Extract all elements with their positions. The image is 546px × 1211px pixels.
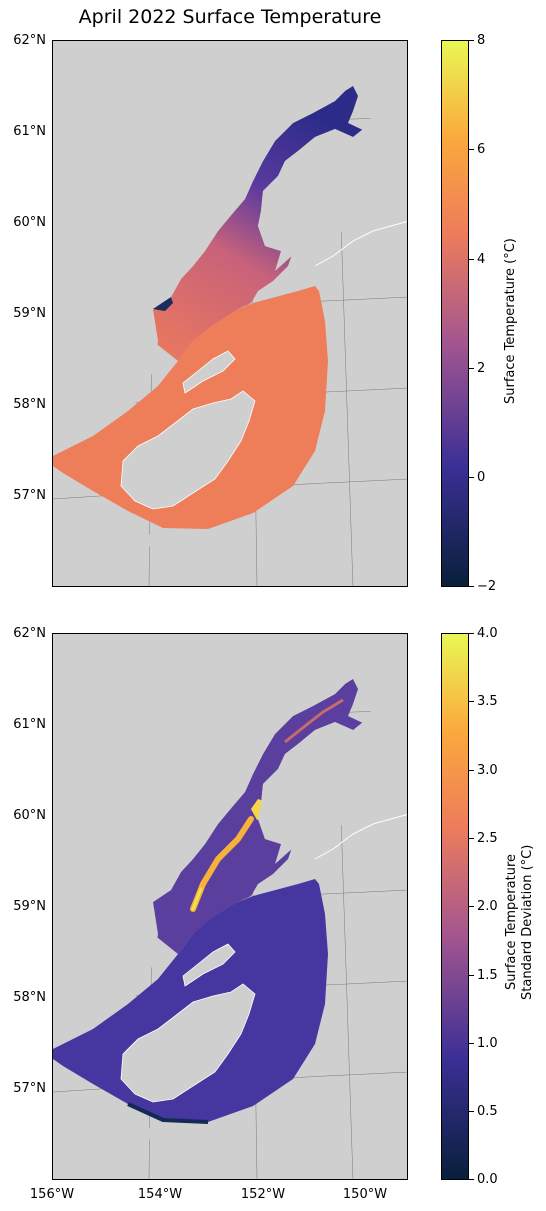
lat-label: 61°N xyxy=(13,124,46,139)
low-std-edge xyxy=(127,1102,209,1124)
ocean-field xyxy=(53,286,328,529)
cook-inlet-field xyxy=(150,86,378,361)
colorbar-label: Surface Temperature (°C) xyxy=(503,238,518,404)
std-colorbar xyxy=(441,633,469,1180)
ocean-field xyxy=(53,879,328,1122)
lon-label: 154°W xyxy=(137,1187,183,1202)
afognak-island xyxy=(182,943,236,987)
colorbar-tick-label: 0 xyxy=(477,470,486,485)
trinity-island xyxy=(113,1126,161,1144)
lat-label: 58°N xyxy=(13,397,46,412)
lon-label: 156°W xyxy=(29,1187,75,1202)
kenai-land xyxy=(258,634,407,864)
temperature-map xyxy=(52,40,408,587)
colorbar-tick-label: 4 xyxy=(477,252,486,267)
kodiak-island xyxy=(120,983,256,1103)
high-std-streak xyxy=(191,887,203,911)
colorbar-tick-label: 2.5 xyxy=(477,831,498,846)
colorbar-tick-label: 1.5 xyxy=(477,968,498,983)
std-deviation-map xyxy=(52,633,408,1180)
colorbar-tick-label: 2.0 xyxy=(477,899,498,914)
lat-label: 58°N xyxy=(13,990,46,1005)
temperature-colorbar xyxy=(441,40,469,587)
lat-label: 61°N xyxy=(13,717,46,732)
lat-label: 62°N xyxy=(13,626,46,641)
lat-label: 59°N xyxy=(13,899,46,914)
figure-title: April 2022 Surface Temperature xyxy=(78,6,382,28)
trinity-island xyxy=(113,533,161,551)
colorbar-tick-label: 0.5 xyxy=(477,1104,498,1119)
lat-label: 60°N xyxy=(13,808,46,823)
lat-label: 60°N xyxy=(13,215,46,230)
colorbar-tick-label: 6 xyxy=(477,142,486,157)
colorbar-tick-label: 3.5 xyxy=(477,694,498,709)
lat-label: 57°N xyxy=(13,488,46,503)
lon-label: 150°W xyxy=(342,1187,388,1202)
colorbar-label: Surface Temperature xyxy=(504,853,519,990)
mainland-west xyxy=(53,41,353,451)
lat-label: 62°N xyxy=(13,33,46,48)
afognak-island xyxy=(182,350,236,394)
colorbar-tick-label: 3.0 xyxy=(477,763,498,778)
kenai-land xyxy=(258,41,407,271)
lat-label: 57°N xyxy=(13,1081,46,1096)
cook-inlet-field xyxy=(150,679,378,954)
mainland-west xyxy=(53,634,353,1044)
colorbar-label: Standard Deviation (°C) xyxy=(520,844,535,1000)
colorbar-tick-label: 8 xyxy=(477,33,486,48)
colorbar-tick-label: −2 xyxy=(477,579,497,594)
high-std-streak xyxy=(284,698,344,744)
colorbar-tick-label: 2 xyxy=(477,361,486,376)
lat-label: 59°N xyxy=(13,306,46,321)
kodiak-island xyxy=(120,390,256,510)
lon-label: 152°W xyxy=(240,1187,286,1202)
colorbar-tick-label: 4.0 xyxy=(477,626,498,641)
colorbar-tick-label: 0.0 xyxy=(477,1172,498,1187)
colorbar-tick-label: 1.0 xyxy=(477,1036,498,1051)
